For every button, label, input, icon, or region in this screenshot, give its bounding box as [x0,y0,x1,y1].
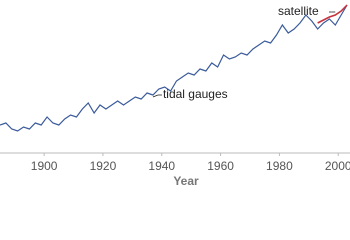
x-tick-label: 2000 [325,159,350,173]
chart: Year 1900 1920 1940 1960 1980 2000 tidal gauge… [0,4,350,188]
line-series [0,4,348,132]
series-label: tidal gauges [163,87,228,101]
series-label: satellite [278,4,319,18]
x-tick-label: 1940 [148,159,175,173]
x-tick-label: 1980 [266,159,293,173]
x-tick-label: 1960 [207,159,234,173]
x-tick-label: 1900 [31,159,58,173]
leader-line [152,94,159,98]
line-series [317,4,348,24]
x-tick-label: 1920 [90,159,117,173]
x-axis-title: Year [173,174,199,188]
